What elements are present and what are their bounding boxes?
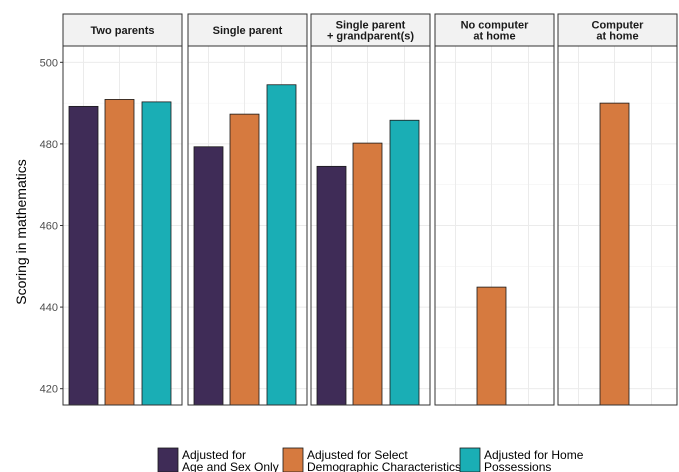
legend-key xyxy=(157,447,179,472)
bar xyxy=(266,84,297,406)
bar xyxy=(599,102,630,406)
legend-label: Adjusted for xyxy=(182,448,246,462)
facet-strip xyxy=(434,13,555,47)
facet-panel: Single parent xyxy=(187,13,308,406)
panel-border xyxy=(557,45,678,406)
y-axis-ticks: 420 440 460 480 500 xyxy=(40,57,63,396)
facet-strip xyxy=(62,13,183,47)
bar xyxy=(389,119,420,406)
facet-title: Single parent xyxy=(213,25,283,37)
legend-label: Adjusted for Home xyxy=(484,448,584,462)
bar xyxy=(476,286,507,406)
bar xyxy=(316,165,347,406)
facet-strip xyxy=(310,13,431,47)
legend-label: Age and Sex Only xyxy=(182,460,279,472)
panel-border xyxy=(434,45,555,406)
legend-label: Possessions xyxy=(484,460,551,472)
y-tick-label: 480 xyxy=(40,139,58,151)
facet-title: Computer xyxy=(592,20,645,32)
bar xyxy=(68,105,99,406)
facet-title: at home xyxy=(596,31,638,43)
y-tick-label: 420 xyxy=(40,384,58,396)
bar xyxy=(352,142,383,406)
facet-title: No computer xyxy=(461,20,530,32)
facet-strip xyxy=(557,13,678,47)
facet-title: + grandparent(s) xyxy=(327,31,414,43)
panel-border xyxy=(187,45,308,406)
legend-label: Demographic Characteristics xyxy=(307,460,461,472)
legend-key xyxy=(459,447,481,472)
legend-key xyxy=(282,447,304,472)
facet-panels: Two parents Single parent Single parent+ g… xyxy=(62,13,678,406)
y-tick-label: 500 xyxy=(40,57,58,69)
y-tick-label: 440 xyxy=(40,302,58,314)
bar xyxy=(141,101,172,406)
y-tick-label: 460 xyxy=(40,221,58,233)
facet-panel: Two parents xyxy=(62,13,183,406)
facet-panel: Single parent+ grandparent(s) xyxy=(310,13,431,406)
y-axis-title: Scoring in mathematics xyxy=(13,159,29,305)
bar xyxy=(229,113,260,406)
legend-label: Adjusted for Select xyxy=(307,448,408,462)
bar xyxy=(193,146,224,406)
facet-title: Single parent xyxy=(336,20,406,32)
panel-border xyxy=(310,45,431,406)
facet-title: Two parents xyxy=(91,25,155,37)
facet-title: at home xyxy=(473,31,515,43)
bar xyxy=(104,99,135,406)
